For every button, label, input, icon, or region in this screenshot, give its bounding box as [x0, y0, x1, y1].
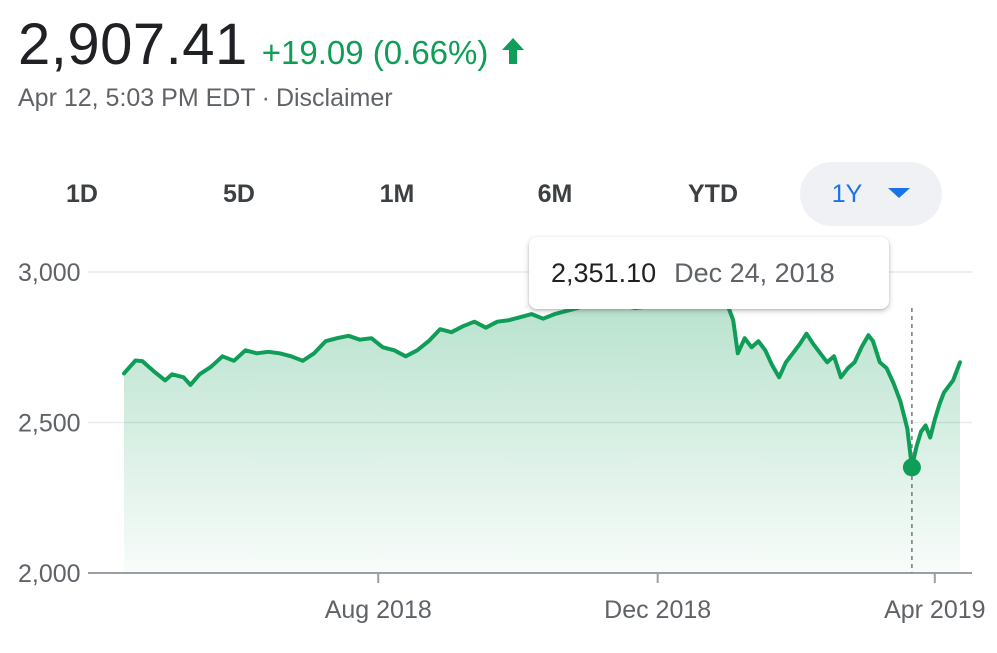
arrow-up-icon — [500, 36, 526, 71]
disclaimer-link[interactable]: Disclaimer — [275, 84, 393, 112]
tooltip-date: Dec 24, 2018 — [674, 257, 835, 288]
series-area — [124, 297, 960, 573]
y-tick-label: 2,500 — [18, 410, 81, 438]
tooltip-value: 2,351.10 — [551, 257, 657, 288]
tab-1d[interactable]: 1D — [66, 180, 98, 208]
range-tabs: 1D 5D 1M 6M YTD 1Y — [0, 162, 997, 226]
caret-down-icon — [888, 188, 911, 199]
tab-1m[interactable]: 1M — [379, 180, 415, 208]
y-tick-label: 3,000 — [18, 259, 81, 287]
hover-point — [902, 458, 921, 477]
x-tick-label: Aug 2018 — [325, 596, 432, 624]
price-change: +19.09 (0.66%) — [261, 34, 489, 71]
current-price: 2,907.41 — [18, 12, 248, 77]
x-tick-label: Dec 2018 — [604, 596, 711, 624]
quote-header: 2,907.41 +19.09 (0.66%) Apr 12, 5:03 PM … — [18, 10, 978, 113]
x-tick-label: Apr 2019 — [884, 596, 985, 624]
tab-ytd[interactable]: YTD — [688, 180, 738, 208]
tab-1y[interactable]: 1Y — [800, 162, 942, 226]
tab-5d[interactable]: 5D — [223, 180, 255, 208]
quote-meta: Apr 12, 5:03 PM EDT · Disclaimer — [18, 84, 978, 113]
price-row: 2,907.41 +19.09 (0.66%) — [18, 10, 978, 80]
y-tick-label: 2,000 — [18, 560, 81, 588]
tab-6m[interactable]: 6M — [537, 180, 573, 208]
quote-timestamp: Apr 12, 5:03 PM EDT — [18, 84, 256, 112]
chart-tooltip: 2,351.10 Dec 24, 2018 — [529, 237, 889, 309]
meta-separator: · — [261, 84, 270, 112]
tab-1y-label: 1Y — [831, 180, 863, 208]
